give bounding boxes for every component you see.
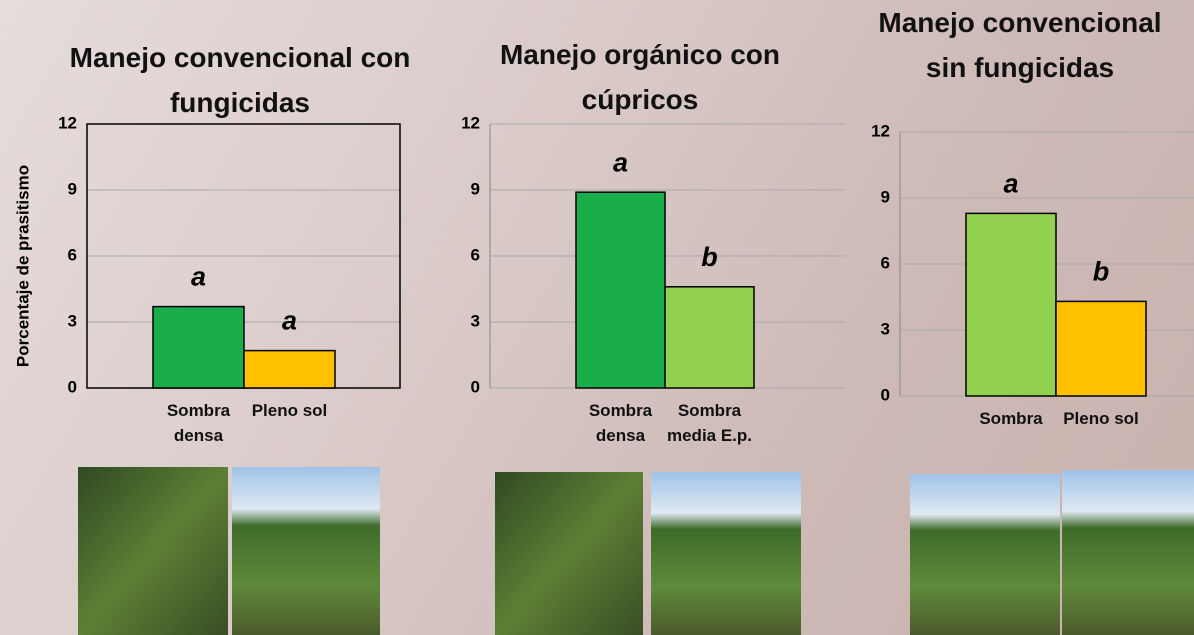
y-tick-label: 9 <box>68 179 77 198</box>
y-tick-label: 3 <box>881 319 890 338</box>
bar <box>152 305 245 389</box>
y-tick-label: 0 <box>68 377 77 396</box>
bar <box>1055 300 1147 397</box>
photo <box>651 472 801 635</box>
bar-annotation: a <box>282 306 297 336</box>
y-tick-label: 6 <box>68 245 77 264</box>
y-tick-label: 12 <box>871 121 890 140</box>
y-tick-label: 9 <box>471 179 480 198</box>
y-tick-label: 9 <box>881 187 890 206</box>
y-tick-label: 12 <box>461 113 480 132</box>
bar <box>243 349 336 389</box>
y-tick-label: 0 <box>471 377 480 396</box>
chart-title: Manejo convencional sin fungicidas <box>878 7 1162 83</box>
bar-annotation: b <box>1093 257 1110 287</box>
y-axis-label: Porcentaje de prasitismo <box>13 165 32 367</box>
photo <box>232 467 380 635</box>
chart-title: Manejo convencional con fungicidas <box>69 42 411 118</box>
bar <box>965 212 1057 397</box>
y-tick-label: 3 <box>471 311 480 330</box>
bar-annotation: a <box>191 262 206 292</box>
x-tick-label: Sombra media E.p. <box>666 401 753 445</box>
x-tick-label: Sombra densa <box>166 401 231 445</box>
bar <box>575 191 666 389</box>
photo <box>1062 470 1194 635</box>
bar <box>664 286 755 389</box>
x-tick-label: Pleno sol <box>1063 409 1139 428</box>
bar-annotation: b <box>701 242 718 272</box>
x-tick-label: Pleno sol <box>251 401 328 420</box>
photo <box>78 467 228 635</box>
photo <box>910 474 1060 635</box>
y-tick-label: 6 <box>471 245 480 264</box>
y-tick-label: 0 <box>881 385 890 404</box>
bar-annotation: a <box>1003 169 1018 199</box>
chart-title: Manejo orgánico con cúpricos <box>499 39 781 115</box>
y-tick-label: 6 <box>881 253 890 272</box>
x-tick-label: Sombra <box>979 409 1043 428</box>
y-tick-label: 3 <box>68 311 77 330</box>
bar-annotation: a <box>613 147 628 177</box>
photo <box>495 472 643 635</box>
y-tick-label: 12 <box>58 113 77 132</box>
x-tick-label: Sombra densa <box>588 401 653 445</box>
